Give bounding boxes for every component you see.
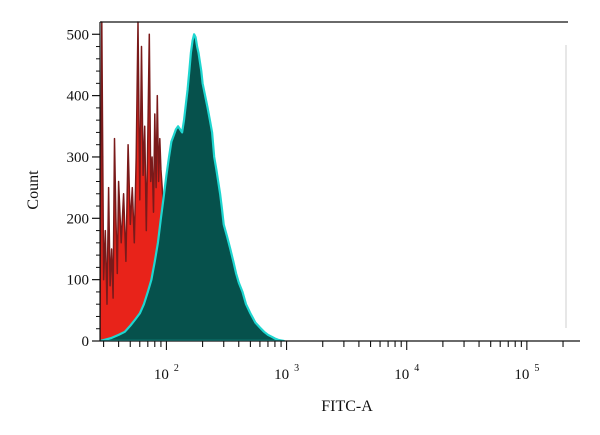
y-tick-label: 500 (67, 27, 90, 43)
y-axis-label: Count (25, 170, 42, 210)
x-tick-label: 10 (394, 367, 409, 383)
x-tick-label: 10 (514, 367, 529, 383)
x-tick-exponent: 3 (294, 363, 299, 374)
y-tick-label: 400 (67, 89, 90, 105)
y-tick-label: 0 (82, 334, 90, 350)
y-tick-label: 100 (67, 273, 90, 289)
y-axis: 0 100 200 300 400 500 (67, 27, 100, 350)
x-tick-exponent: 5 (534, 363, 539, 374)
x-tick-label: 10 (154, 367, 169, 383)
x-axis-label: FITC-A (321, 398, 373, 415)
x-tick-label: 10 (274, 367, 289, 383)
y-tick-label: 300 (67, 150, 90, 166)
histogram-series-2 (100, 33, 285, 341)
y-tick-label: 200 (67, 211, 90, 227)
plot-area (100, 21, 285, 341)
x-tick-exponent: 4 (414, 363, 419, 374)
x-tick-exponent: 2 (174, 363, 179, 374)
x-axis: 10 2 10 3 10 4 10 5 (103, 341, 564, 383)
